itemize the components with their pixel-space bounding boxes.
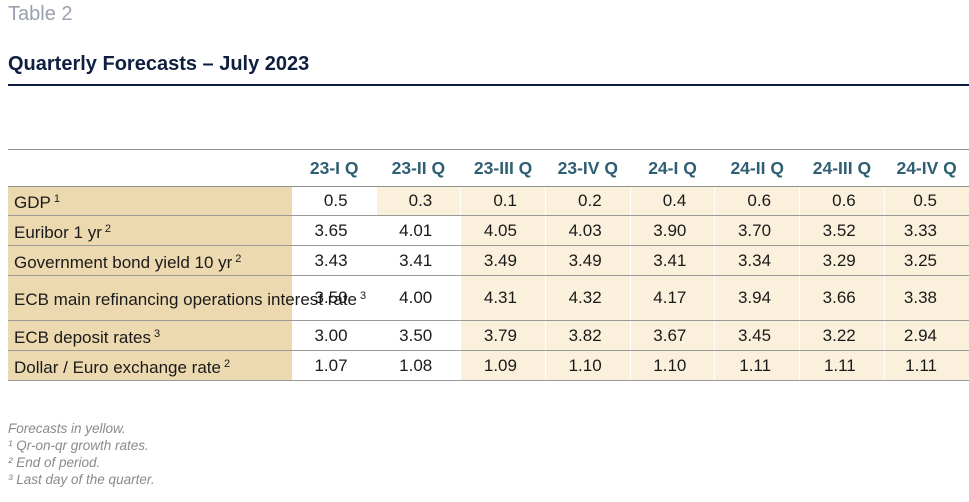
table-cell: 3.90 [630, 215, 716, 246]
footnote-2: ² End of period. [8, 455, 101, 470]
table-cell: 3.34 [714, 245, 801, 276]
table-cell: 1.08 [376, 350, 462, 381]
column-header: 24-IV Q [884, 150, 969, 187]
table-cell: 3.79 [460, 320, 546, 351]
table-header-row: 23-I Q 23-II Q 23-III Q 23-IV Q 24-I Q 2… [8, 150, 969, 187]
row-label-text: ECB deposit rates [14, 327, 152, 347]
table-cell: 3.49 [460, 245, 546, 276]
table-cell: 2.94 [884, 320, 969, 351]
table-cell: 0.6 [799, 186, 885, 216]
row-label: ECB main refinancing operations interest… [8, 275, 366, 321]
row-label-text: Euribor 1 yr [14, 222, 102, 242]
row-label: Dollar / Euro exchange rate 2 [8, 350, 293, 381]
table-cell: 3.41 [376, 245, 462, 276]
table-cell: 0.4 [630, 186, 716, 216]
row-label-text: Dollar / Euro exchange rate [14, 357, 221, 377]
table-cell: 3.45 [714, 320, 801, 351]
table-row: GDP 1 0.5 0.3 0.1 0.2 0.4 0.6 0.6 0.5 [8, 186, 969, 216]
table-cell: 3.33 [884, 215, 969, 246]
table-cell: 1.11 [799, 350, 885, 381]
column-header: 24-II Q [714, 150, 800, 187]
column-header: 23-II Q [376, 150, 461, 187]
table-cell: 4.17 [630, 275, 716, 321]
table-cell: 1.10 [630, 350, 716, 381]
table-cell: 0.6 [714, 186, 801, 216]
row-label-text: Government bond yield 10 yr [14, 252, 233, 272]
table-row: Government bond yield 10 yr 2 3.43 3.41 3.49… [8, 245, 969, 276]
row-label-text: GDP [14, 193, 51, 212]
table-cell: 1.11 [884, 350, 969, 381]
table-cell: 3.50 [376, 320, 462, 351]
row-label: GDP 1 [8, 186, 293, 216]
table-row: ECB deposit rates 3 3.00 3.50 3.79 3.82 3.67 3.… [8, 320, 969, 351]
table-cell: 3.94 [714, 275, 801, 321]
column-header: 23-IV Q [545, 150, 631, 187]
table-cell: 4.00 [376, 275, 462, 321]
row-label: Government bond yield 10 yr 2 [8, 245, 293, 276]
table-cell: 3.70 [714, 215, 801, 246]
table-cell: 0.2 [545, 186, 631, 216]
table-cell: 0.5 [292, 186, 377, 216]
column-header: 23-III Q [460, 150, 546, 187]
header-blank-cell [8, 150, 293, 187]
table-cell: 3.52 [799, 215, 885, 246]
row-label-text: ECB main refinancing operations interest… [14, 290, 358, 309]
table-cell: 4.31 [460, 275, 546, 321]
table-cell: 4.32 [545, 275, 631, 321]
table-cell: 3.38 [884, 275, 969, 321]
table-cell: 3.00 [292, 320, 377, 351]
table-cell: 1.11 [714, 350, 801, 381]
table-cell: 0.5 [884, 186, 969, 216]
table-cell: 3.66 [799, 275, 885, 321]
table-number-label: Table 2 [8, 3, 73, 25]
table-cell: 1.10 [545, 350, 631, 381]
footnote-marker: 2 [104, 222, 111, 235]
table-row: Euribor 1 yr 2 3.65 4.01 4.05 4.03 3.90 3.70 3.5… [8, 215, 969, 246]
table-cell: 3.43 [292, 245, 377, 276]
footnote-marker: 3 [154, 327, 161, 340]
table-cell: 3.25 [884, 245, 969, 276]
table-cell: 4.01 [376, 215, 462, 246]
forecast-table: 23-I Q 23-II Q 23-III Q 23-IV Q 24-I Q 2… [8, 150, 969, 381]
table-cell: 0.1 [460, 186, 546, 216]
table-cell: 3.67 [630, 320, 716, 351]
footnote-marker: 1 [53, 193, 60, 205]
footnote-3: ³ Last day of the quarter. [8, 472, 155, 487]
table-cell: 1.09 [460, 350, 546, 381]
table-cell: 4.03 [545, 215, 631, 246]
row-label: ECB deposit rates 3 [8, 320, 293, 351]
table-cell: 3.49 [545, 245, 631, 276]
table-footnotes: Forecasts in yellow. ¹ Qr-on-qr growth r… [8, 420, 155, 488]
table-row: Dollar / Euro exchange rate 2 1.07 1.08 1.09… [8, 350, 969, 381]
table-cell: 1.07 [292, 350, 377, 381]
table-cell: 3.50 [292, 275, 377, 321]
table-cell: 3.65 [292, 215, 377, 246]
column-header: 23-I Q [292, 150, 377, 187]
table-top-rule [8, 149, 969, 150]
row-label: Euribor 1 yr 2 [8, 215, 293, 246]
forecast-note: Forecasts in yellow. [8, 421, 126, 436]
column-header: 24-I Q [630, 150, 715, 187]
table-cell: 3.29 [799, 245, 885, 276]
table-cell: 4.05 [460, 215, 546, 246]
title-divider [8, 84, 969, 86]
table-cell: 3.22 [799, 320, 885, 351]
footnote-marker: 2 [235, 252, 242, 265]
table-cell: 3.41 [630, 245, 716, 276]
column-header: 24-III Q [799, 150, 885, 187]
table-row: ECB main refinancing operations interest… [8, 275, 969, 321]
table-cell: 3.82 [545, 320, 631, 351]
table-cell: 0.3 [376, 186, 462, 216]
footnote-1: ¹ Qr-on-qr growth rates. [8, 438, 149, 453]
footnote-marker: 2 [223, 357, 231, 370]
table-title: Quarterly Forecasts – July 2023 [8, 53, 310, 75]
footnote-marker: 3 [360, 290, 367, 302]
